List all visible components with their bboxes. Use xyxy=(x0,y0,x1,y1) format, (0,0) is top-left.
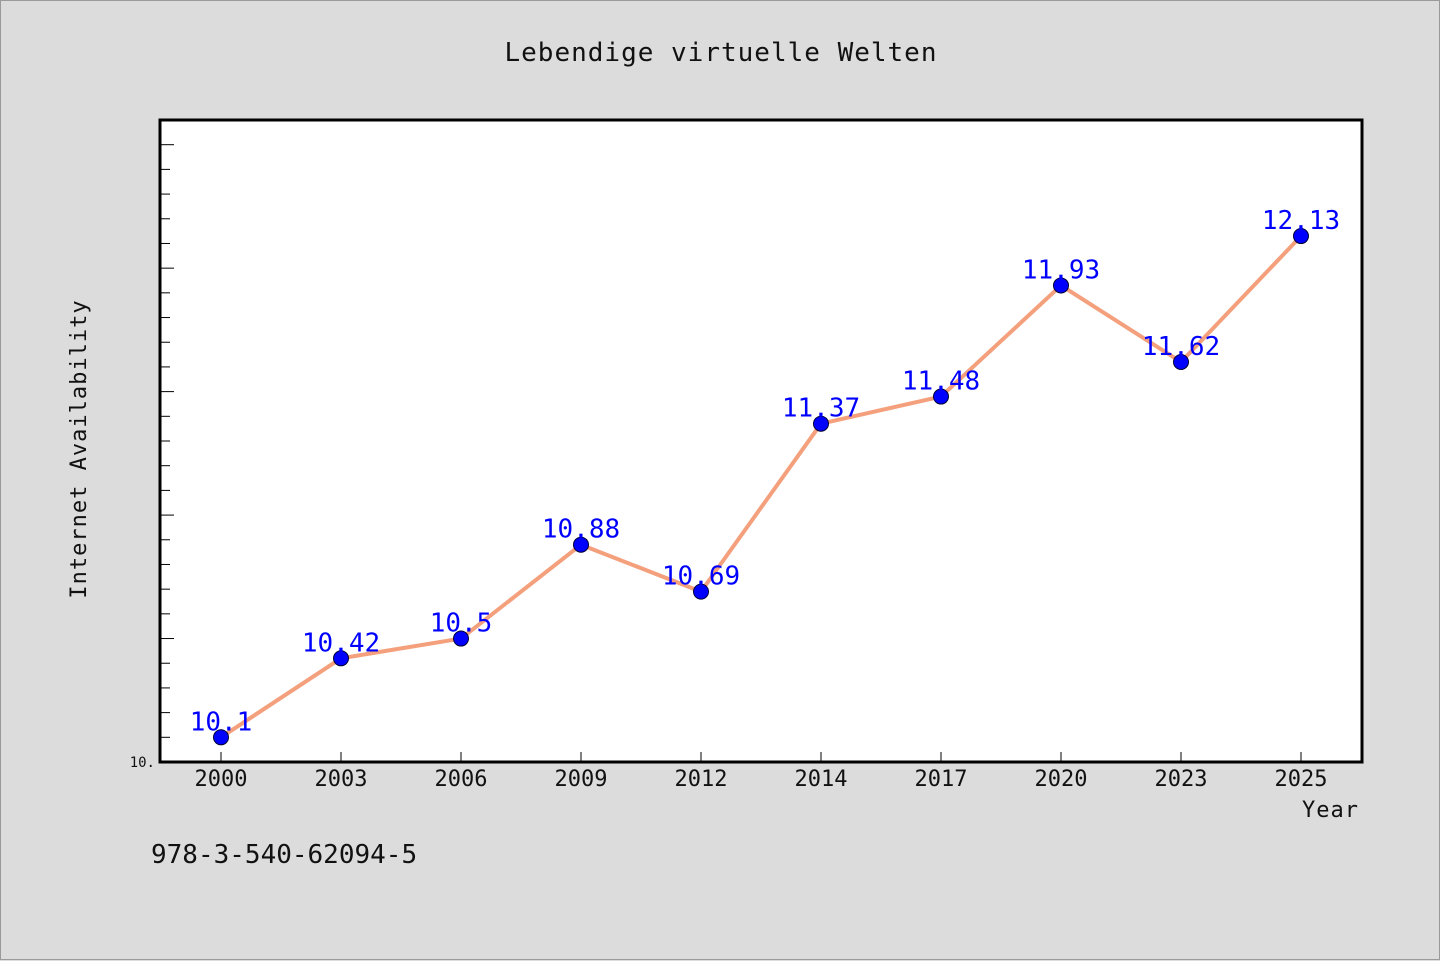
x-tick-label: 2000 xyxy=(195,767,248,792)
x-tick-label: 2003 xyxy=(315,767,368,792)
y-axis-ticks xyxy=(160,144,174,738)
data-labels: 10.1 10.42 10.5 10.88 10.69 11.37 11.48 11.93 11… xyxy=(190,206,1340,737)
data-label: 11.62 xyxy=(1142,332,1220,362)
x-tick-label: 2009 xyxy=(555,767,608,792)
x-tick-label: 2012 xyxy=(675,767,728,792)
data-point xyxy=(813,415,829,432)
y-axis-label: Internet Availability xyxy=(67,299,92,598)
series-line xyxy=(219,234,1303,740)
data-point xyxy=(693,583,709,600)
data-point xyxy=(453,630,469,647)
x-tick-label: 2023 xyxy=(1155,767,1208,792)
series-layer xyxy=(213,228,1309,746)
data-point xyxy=(573,536,589,553)
x-tick-label: 2014 xyxy=(795,767,848,792)
x-tick-label: 2025 xyxy=(1275,767,1328,792)
x-tick-label: 2020 xyxy=(1035,767,1088,792)
x-tick-label: 2006 xyxy=(435,767,488,792)
data-point xyxy=(333,650,349,667)
data-label: 11.93 xyxy=(1022,255,1100,285)
data-point xyxy=(213,729,229,746)
x-axis-ticks xyxy=(220,752,1302,762)
x-tick-label: 2017 xyxy=(915,767,968,792)
data-label: 10.69 xyxy=(662,562,740,592)
data-label: 12.13 xyxy=(1262,206,1340,236)
data-label: 10.88 xyxy=(542,515,620,545)
data-point xyxy=(1173,353,1189,370)
data-point xyxy=(1293,228,1309,245)
data-label: 11.48 xyxy=(902,367,980,397)
data-point xyxy=(933,388,949,405)
x-axis-label: Year xyxy=(1302,798,1359,823)
data-label: 10.1 xyxy=(190,707,253,737)
footnote-isbn: 978-3-540-62094-5 xyxy=(151,840,417,870)
data-label: 11.37 xyxy=(782,394,860,424)
y-axis-min-label: 10. xyxy=(130,755,155,771)
chart-title: Lebendige virtuelle Welten xyxy=(505,38,938,68)
data-label: 10.5 xyxy=(430,609,493,639)
x-axis-tick-labels: 2000 2003 2006 2009 2012 2014 2017 2020 2023 2025 xyxy=(195,767,1328,792)
data-point xyxy=(1053,277,1069,294)
data-label: 10.42 xyxy=(302,628,380,658)
